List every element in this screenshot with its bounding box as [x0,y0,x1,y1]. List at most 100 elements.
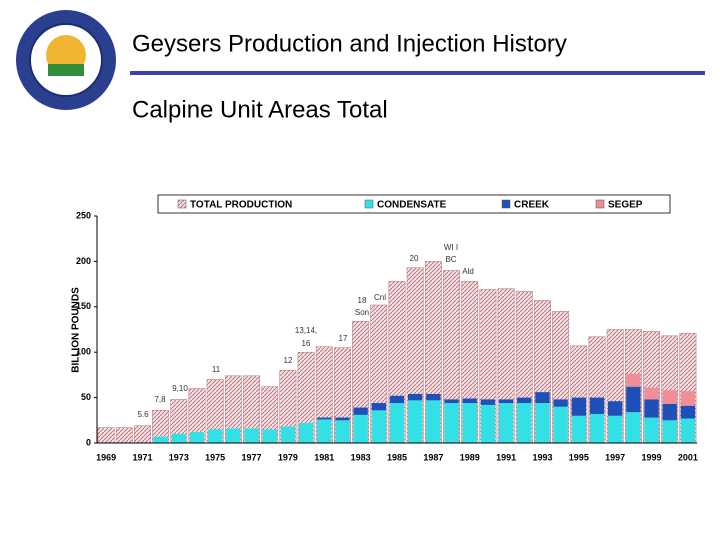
x-tick-label: 1969 [96,452,116,462]
annotation: BC [445,255,456,264]
stack-segment [571,397,586,416]
stack-segment [553,406,568,443]
stack-segment [462,398,477,404]
x-tick-label: 1999 [642,452,662,462]
y-tick-label: 150 [76,301,91,311]
legend-label: TOTAL PRODUCTION [190,200,292,211]
legend-swatch [177,199,187,209]
y-axis-label: BILLION POUNDS [71,287,82,373]
stack-segment [389,403,405,443]
x-tick-label: 1989 [460,452,480,462]
annotation: 9,10 [172,384,188,393]
stack-segment [680,405,696,419]
x-tick-label: 1993 [532,452,552,462]
stack-segment [680,391,696,406]
stack-segment [226,428,241,443]
stack-segment [171,433,186,443]
stack-segment [208,429,223,443]
stack-segment [335,417,350,421]
stack-segment [535,403,550,443]
y-tick-label: 250 [76,210,91,220]
stack-segment [371,403,386,411]
legend-swatch [364,199,374,209]
annotation: 17 [339,334,348,343]
stack-segment [408,393,423,401]
stack-segment [426,400,441,443]
x-tick-label: 2001 [678,452,698,462]
stack-segment [662,403,677,421]
stack-segment [644,417,659,443]
stack-segment [280,426,296,443]
stack-segment [608,401,623,416]
y-tick-label: 100 [76,347,91,357]
x-tick-label: 1991 [496,452,516,462]
stack-segment [498,399,514,404]
stack-segment [408,400,423,443]
stack-segment [517,403,532,443]
stack-segment [353,407,368,415]
stack-segment [426,393,441,401]
stack-segment [589,413,605,443]
annotation: 13,14, [295,326,317,335]
stack-segment [589,397,605,414]
annotation: Son [355,308,369,317]
legend-label: SEGEP [608,200,643,211]
y-tick-label: 200 [76,256,91,266]
stack-segment [371,410,386,443]
x-tick-label: 1971 [132,452,152,462]
annotation: 7,8 [154,395,166,404]
logo [16,10,116,110]
stack-segment [662,390,677,404]
stack-segment [244,428,259,443]
annotation: WI I [444,243,458,252]
legend-label: CONDENSATE [377,200,447,211]
annotation: Cnl [374,293,386,302]
x-tick-label: 1973 [169,452,189,462]
stack-segment [608,415,623,443]
stack-segment [662,420,677,443]
x-tick-label: 1987 [423,452,443,462]
stack-segment [517,397,532,404]
stack-segment [189,432,205,443]
x-tick-label: 1995 [569,452,589,462]
stack-segment [444,399,459,404]
legend-label: CREEK [514,200,550,211]
slide-subtitle: Calpine Unit Areas Total [132,96,388,123]
annotation: 18 [358,296,367,305]
legend-swatch [595,199,605,209]
stack-segment [444,403,459,443]
stack-segment [262,429,277,443]
stack-segment [626,386,641,413]
stack-segment [353,414,368,443]
annotation: 5.6 [137,410,149,419]
stack-segment [335,420,350,443]
stack-segment [498,403,514,443]
x-tick-label: 1979 [278,452,298,462]
annotation: 16 [302,339,311,348]
stack-segment [626,373,641,387]
y-tick-label: 50 [81,392,91,402]
stack-segment [535,392,550,404]
total-bar [115,427,133,444]
legend-swatch [501,199,511,209]
stack-segment [317,417,332,420]
stack-segment [626,412,641,443]
annotation: 11 [212,365,221,374]
annotation: 12 [284,356,293,365]
total-bar [97,427,115,444]
stack-segment [317,419,332,443]
stack-segment [644,399,659,418]
annotation: Ald [462,267,474,276]
stack-segment [680,418,696,443]
stack-segment [389,395,405,404]
stack-segment [480,399,496,405]
x-tick-label: 1977 [242,452,262,462]
stack-segment [644,387,659,400]
stack-segment [480,404,496,443]
stack-segment [553,399,568,407]
annotation: 20 [410,254,419,263]
x-tick-label: 1997 [605,452,625,462]
x-tick-label: 1981 [314,452,334,462]
y-tick-label: 0 [86,437,91,447]
